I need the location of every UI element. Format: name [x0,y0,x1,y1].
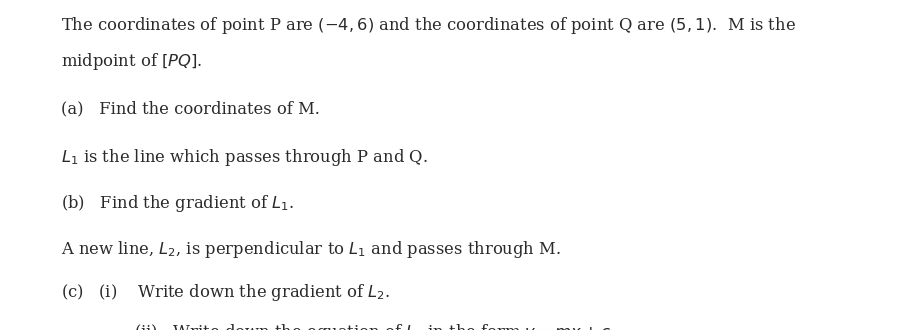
Text: The coordinates of point P are $(-4, 6)$ and the coordinates of point Q are $(5,: The coordinates of point P are $(-4, 6)$… [61,15,796,36]
Text: (b)   Find the gradient of $L_1$.: (b) Find the gradient of $L_1$. [61,193,294,214]
Text: $L_1$ is the line which passes through P and Q.: $L_1$ is the line which passes through P… [61,147,428,168]
Text: midpoint of $[PQ]$.: midpoint of $[PQ]$. [61,51,202,72]
Text: (c)   (i)    Write down the gradient of $L_2$.: (c) (i) Write down the gradient of $L_2$… [61,282,390,303]
Text: (a)   Find the coordinates of M.: (a) Find the coordinates of M. [61,101,320,118]
Text: A new line, $L_2$, is perpendicular to $L_1$ and passes through M.: A new line, $L_2$, is perpendicular to $… [61,239,561,260]
Text: (ii)   Write down the equation of $L_2$ in the form $y = mx + c$.: (ii) Write down the equation of $L_2$ in… [134,322,614,330]
